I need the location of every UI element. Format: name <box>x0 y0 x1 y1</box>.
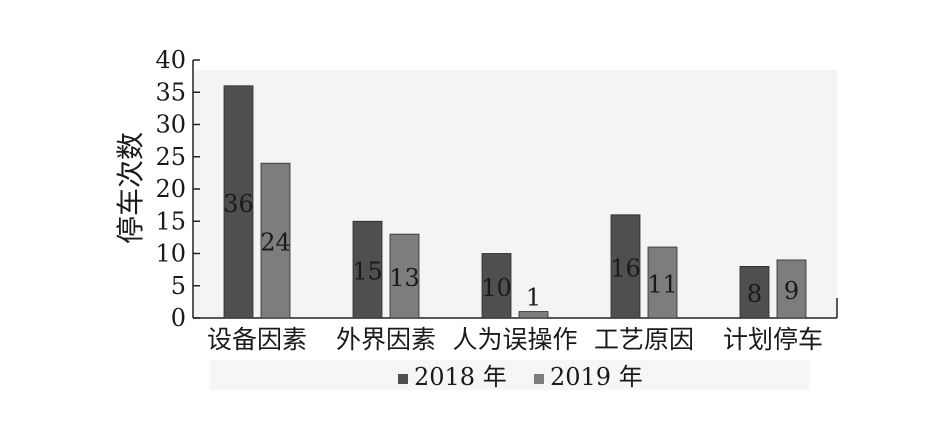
legend-label: 2019 年 <box>550 363 643 391</box>
data-label: 24 <box>260 229 291 257</box>
y-tick-label: 35 <box>155 78 186 106</box>
data-label: 13 <box>389 264 420 292</box>
y-tick-label: 15 <box>155 207 186 235</box>
bar <box>260 162 291 319</box>
bar <box>776 259 807 319</box>
legend: 2018 年 2019 年 <box>398 363 643 391</box>
y-tick-label: 40 <box>155 46 186 74</box>
bar <box>389 233 420 319</box>
y-tick-label: 5 <box>171 272 186 300</box>
legend-swatch <box>398 374 408 384</box>
y-axis-label: 停车次数 <box>114 132 147 244</box>
bar <box>739 265 770 319</box>
y-tick-label: 10 <box>155 240 186 268</box>
data-label: 15 <box>352 258 383 286</box>
bar <box>481 253 512 319</box>
bar <box>518 311 549 319</box>
legend-swatch <box>534 374 544 384</box>
plot-area-shade <box>193 70 837 318</box>
x-axis-category-labels: 设备因素 外界因素 人为误操作 工艺原因 计划停车 <box>207 325 823 354</box>
x-category-label: 外界因素 <box>336 325 436 354</box>
data-label: 11 <box>647 271 678 299</box>
data-label: 8 <box>747 280 762 308</box>
x-category-label: 设备因素 <box>207 325 307 354</box>
bar <box>223 85 254 319</box>
x-category-label: 工艺原因 <box>594 325 694 354</box>
data-label: 9 <box>784 277 799 305</box>
bar <box>610 214 641 319</box>
data-label: 10 <box>481 274 512 302</box>
data-label: 16 <box>610 254 641 282</box>
legend-label: 2018 年 <box>414 363 507 391</box>
data-label: 36 <box>223 190 254 218</box>
y-tick-label: 0 <box>171 304 186 332</box>
x-category-label: 计划停车 <box>723 325 823 354</box>
y-tick-label: 25 <box>155 143 186 171</box>
data-label: 1 <box>526 284 541 312</box>
bar <box>647 246 678 319</box>
bar <box>352 220 383 319</box>
y-tick-label: 20 <box>155 175 186 203</box>
x-category-label: 人为误操作 <box>452 325 577 354</box>
y-tick-label: 30 <box>155 111 186 139</box>
plot-background <box>193 70 837 390</box>
y-axis-ticks: 0 5 10 15 20 25 30 35 40 <box>155 46 200 332</box>
legend-area-shade <box>210 360 810 390</box>
y-axis-label-text: 停车次数 <box>114 132 147 244</box>
